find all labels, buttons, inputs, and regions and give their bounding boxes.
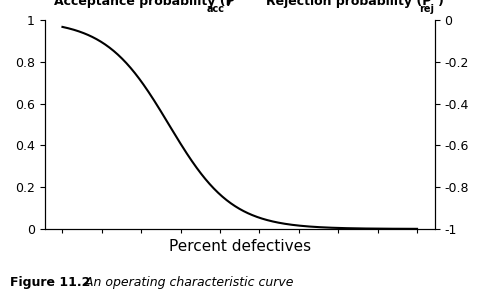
Text: ): ) (226, 0, 232, 8)
Text: acc: acc (207, 4, 225, 14)
Text: ): ) (438, 0, 444, 8)
Text: rej: rej (419, 4, 434, 14)
Text: An operating characteristic curve: An operating characteristic curve (77, 276, 294, 289)
X-axis label: Percent defectives: Percent defectives (169, 239, 311, 254)
Text: Figure 11.2: Figure 11.2 (10, 276, 90, 289)
Text: Rejection probability (P: Rejection probability (P (266, 0, 432, 8)
Text: Acceptance probability (P: Acceptance probability (P (54, 0, 235, 8)
